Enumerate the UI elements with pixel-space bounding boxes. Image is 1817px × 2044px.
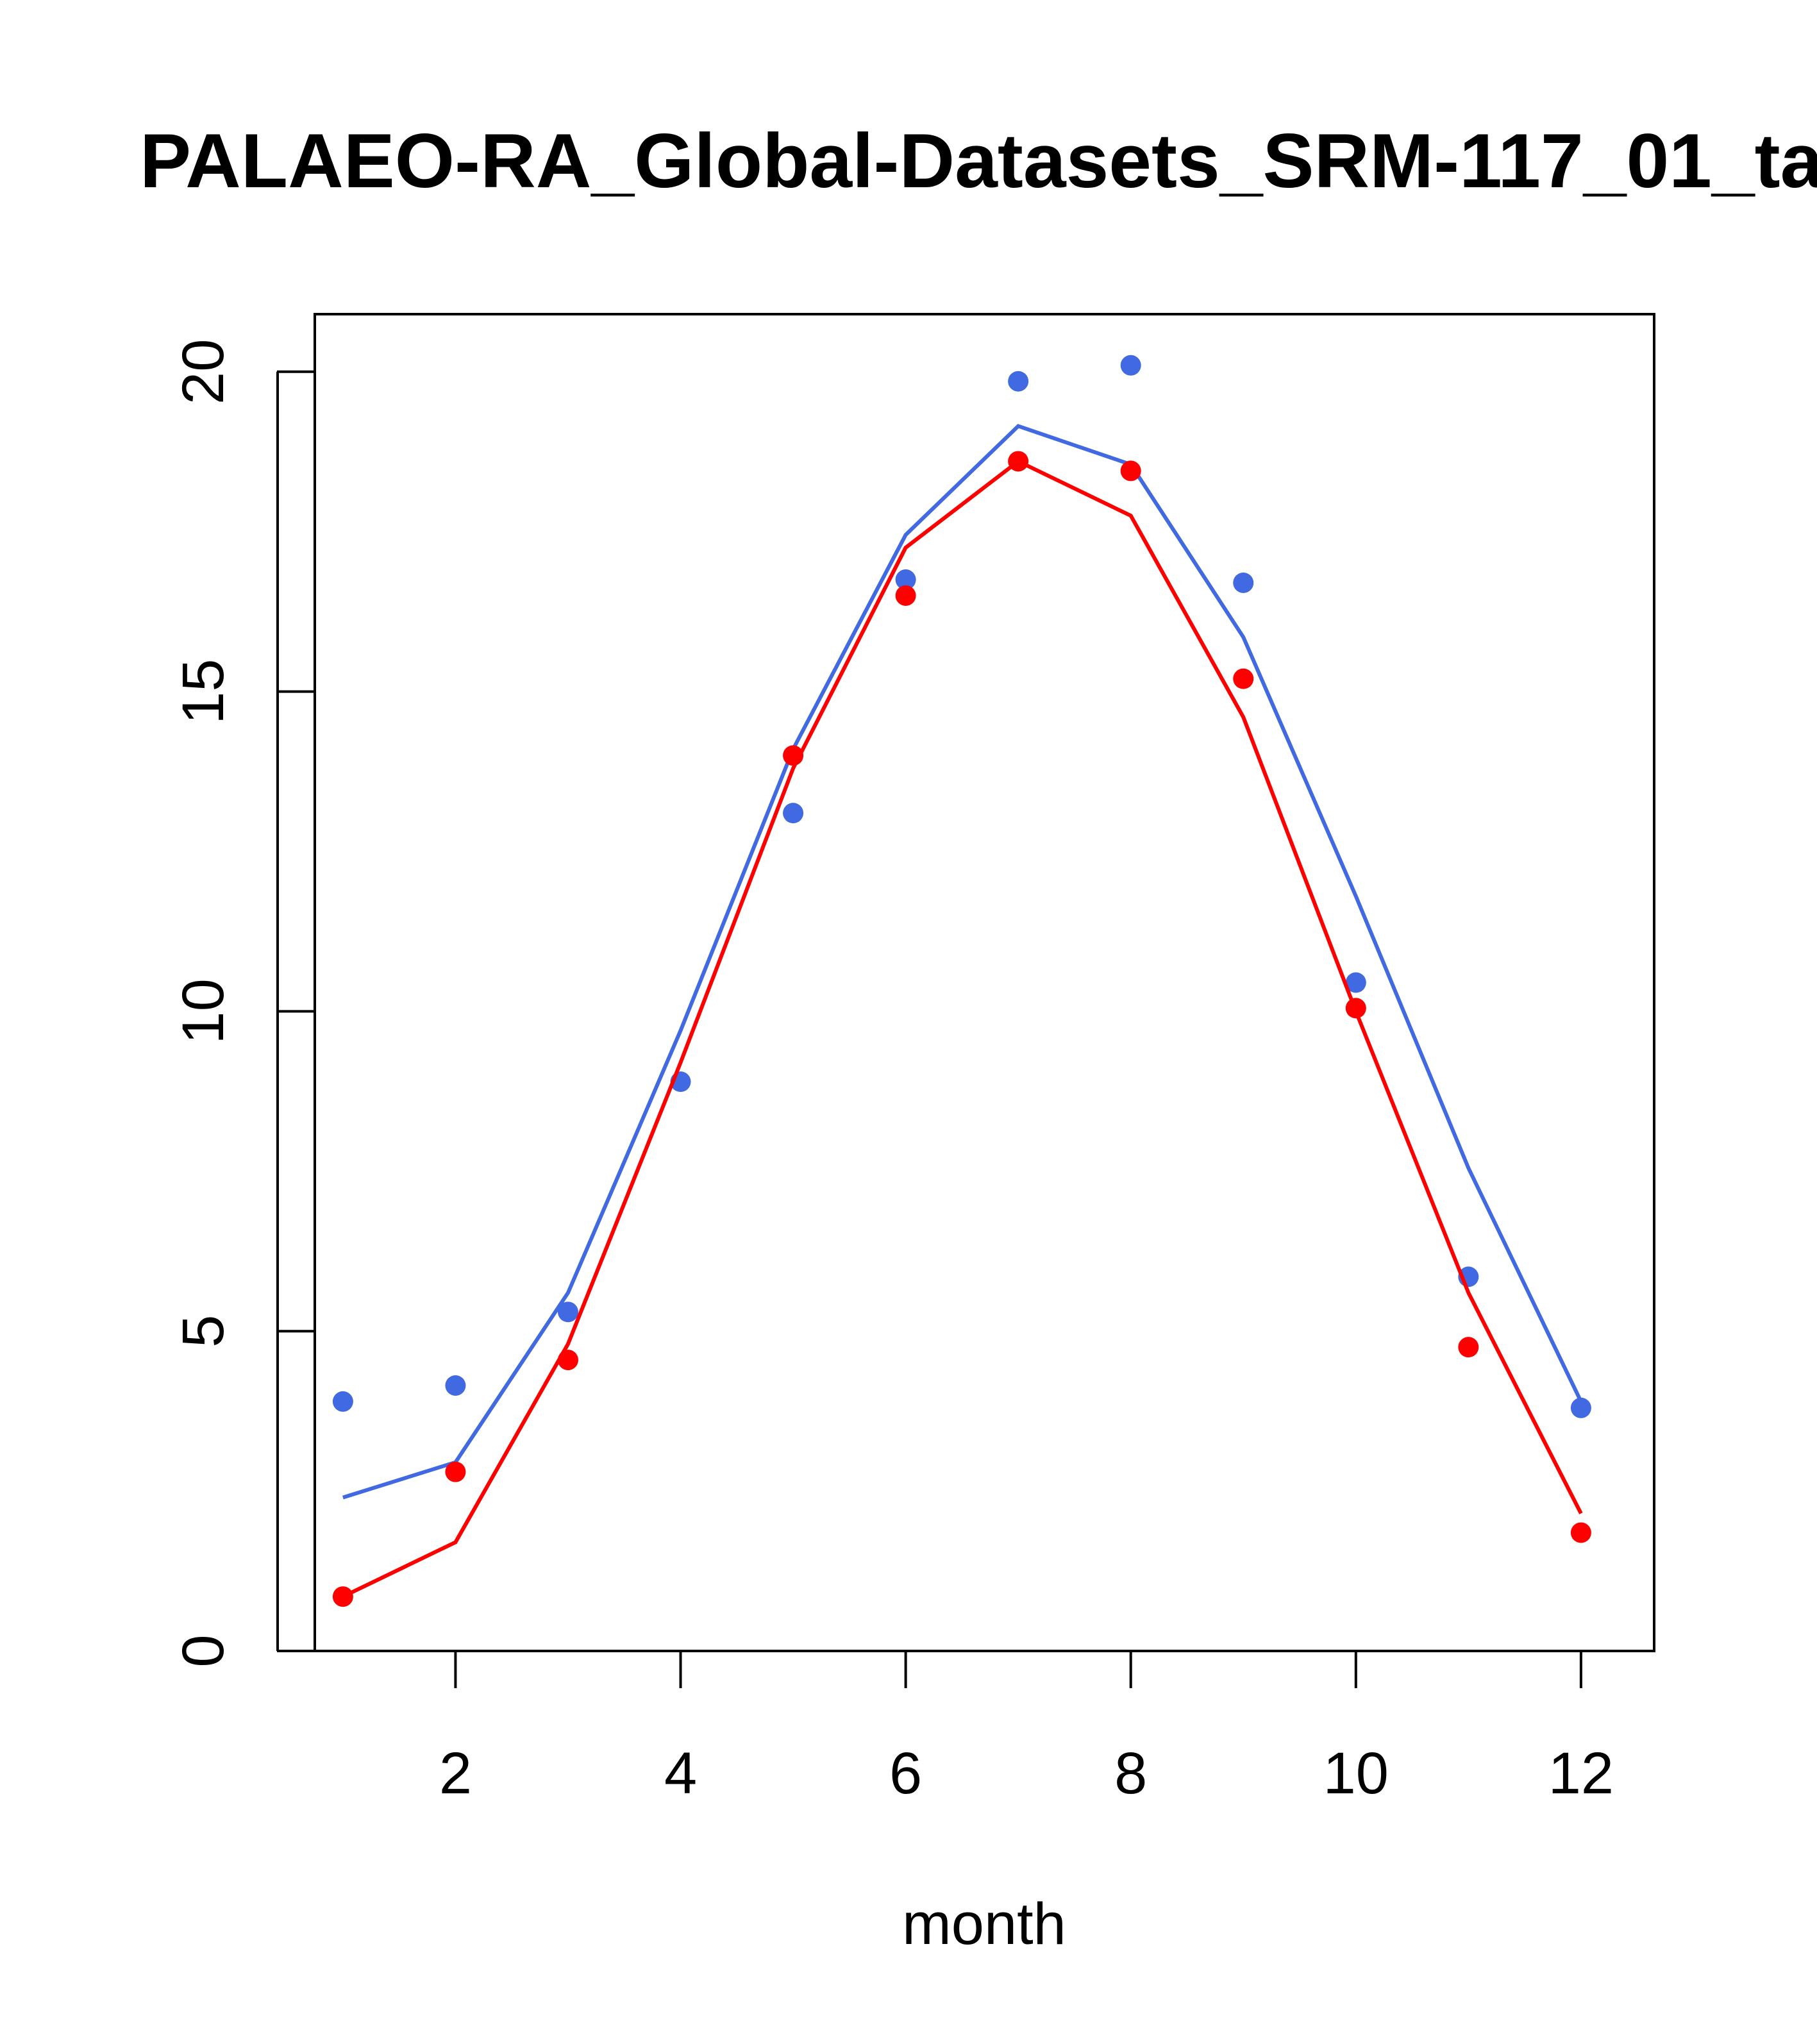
series-2-point (1345, 998, 1366, 1019)
series-2-point (445, 1461, 466, 1482)
series-2-point (332, 1586, 353, 1607)
series-2-point (783, 745, 804, 766)
y-tick-label: 20 (171, 339, 236, 405)
series-1-point (1345, 972, 1366, 993)
series-1-point (783, 803, 804, 824)
chart-title: PALAEO-RA_Global-Datasets_SRM-117_01_ta (140, 118, 1817, 204)
series-1 (332, 355, 1591, 1500)
series-1-line (342, 424, 1583, 1500)
series-1-point (557, 1302, 578, 1323)
series-1-point (1008, 371, 1029, 392)
series-2-point (1008, 451, 1029, 472)
series-2-point (1233, 668, 1254, 689)
series-1-point (1570, 1397, 1591, 1418)
y-tick-label: 0 (171, 1634, 236, 1667)
x-axis: 2 4 6 8 10 12 (439, 1650, 1614, 1806)
y-tick-label: 10 (171, 978, 236, 1044)
x-tick-label: 2 (439, 1741, 472, 1806)
series-2-point (557, 1350, 578, 1371)
y-tick-label: 5 (171, 1315, 236, 1348)
series-2-point (1570, 1522, 1591, 1543)
x-tick-label: 12 (1548, 1741, 1614, 1806)
series-1-point (445, 1375, 466, 1396)
plot-frame (314, 313, 1655, 1652)
series-2-point (1458, 1337, 1479, 1358)
series-2-point (895, 585, 916, 606)
x-tick-label: 4 (664, 1741, 697, 1806)
series-1-point (332, 1391, 353, 1412)
x-axis-label: month (902, 1891, 1066, 1957)
y-tick-label: 15 (171, 658, 236, 724)
series-1-point (1233, 572, 1254, 593)
series-2-line (342, 458, 1583, 1598)
x-tick-label: 8 (1114, 1741, 1147, 1806)
series-1-point (1120, 355, 1141, 376)
x-tick-label: 6 (889, 1741, 922, 1806)
series-2 (332, 451, 1591, 1607)
series-1-point (895, 569, 916, 591)
y-axis: 0 5 10 15 20 (171, 339, 315, 1668)
series-2-point (1120, 460, 1141, 482)
series-layer (332, 355, 1591, 1607)
x-tick-label: 10 (1323, 1741, 1389, 1806)
